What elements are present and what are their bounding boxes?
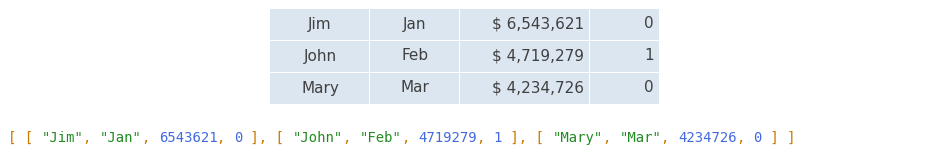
Text: 6543621: 6543621: [158, 131, 217, 145]
Text: ,: ,: [217, 131, 234, 145]
Bar: [590, 41, 660, 71]
Text: 1: 1: [644, 49, 654, 63]
Text: ,: ,: [343, 131, 360, 145]
Text: Jan: Jan: [403, 16, 427, 32]
Bar: [270, 8, 369, 40]
Bar: [460, 8, 589, 40]
Bar: [460, 41, 589, 71]
Bar: [370, 41, 459, 71]
Text: ,: ,: [661, 131, 678, 145]
Text: 0: 0: [754, 131, 762, 145]
Text: 0: 0: [644, 16, 654, 32]
Text: ,: ,: [477, 131, 493, 145]
Text: ,: ,: [84, 131, 101, 145]
Text: ,: ,: [603, 131, 620, 145]
Text: ,: ,: [736, 131, 754, 145]
Bar: [370, 8, 459, 40]
Text: $ 6,543,621: $ 6,543,621: [492, 16, 584, 32]
Text: 0: 0: [644, 81, 654, 95]
Text: 4234726: 4234726: [678, 131, 736, 145]
Text: Jim: Jim: [308, 16, 332, 32]
Text: $ 4,719,279: $ 4,719,279: [492, 49, 584, 63]
Text: ] ]: ] ]: [762, 131, 795, 145]
Text: Feb: Feb: [401, 49, 429, 63]
Bar: [270, 41, 369, 71]
Text: "Mary": "Mary": [552, 131, 603, 145]
Text: ,: ,: [142, 131, 158, 145]
Text: John: John: [304, 49, 337, 63]
Text: ,: ,: [401, 131, 419, 145]
Text: "Mar": "Mar": [620, 131, 661, 145]
Text: "John": "John": [292, 131, 343, 145]
Bar: [590, 8, 660, 40]
Text: 1: 1: [493, 131, 502, 145]
Bar: [590, 73, 660, 103]
Text: Mary: Mary: [301, 81, 339, 95]
Text: $ 4,234,726: $ 4,234,726: [492, 81, 584, 95]
Bar: [370, 73, 459, 103]
Text: ], [: ], [: [502, 131, 552, 145]
Text: 4719279: 4719279: [419, 131, 477, 145]
Text: "Jim": "Jim": [42, 131, 84, 145]
Text: Mar: Mar: [400, 81, 430, 95]
Text: "Feb": "Feb": [360, 131, 401, 145]
Bar: [270, 73, 369, 103]
Text: [ [: [ [: [8, 131, 42, 145]
Text: "Jan": "Jan": [101, 131, 142, 145]
Text: ], [: ], [: [243, 131, 292, 145]
Bar: [460, 73, 589, 103]
Text: 0: 0: [234, 131, 243, 145]
